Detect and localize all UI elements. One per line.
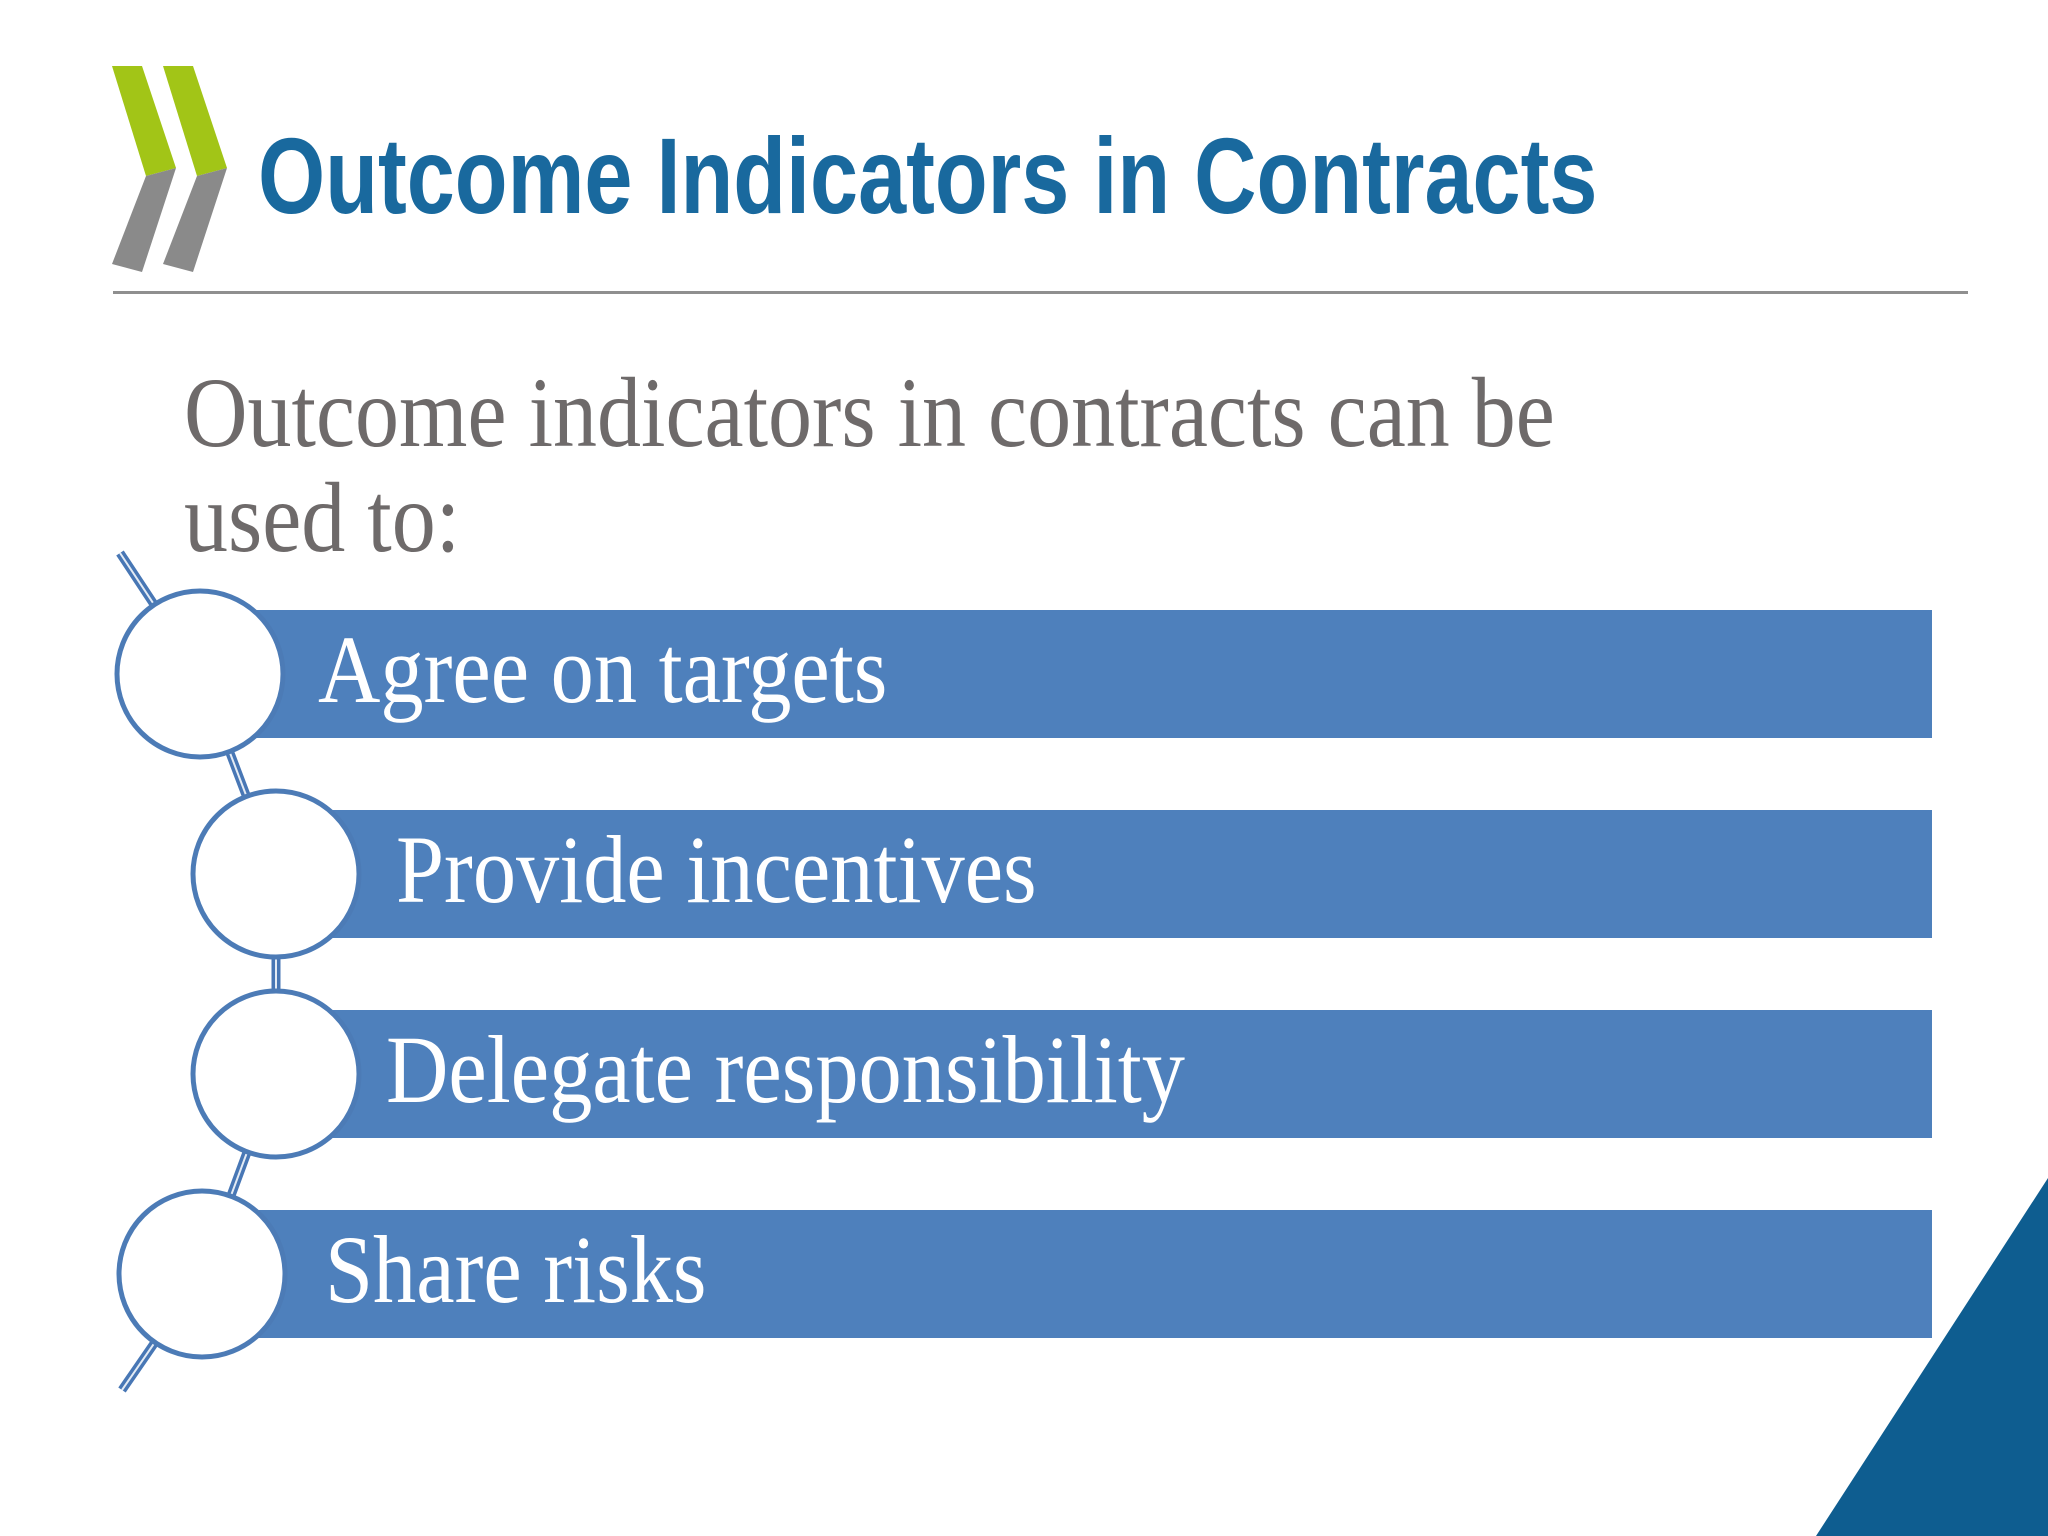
list-item-delegate-responsibility: Delegate responsibility [278, 1010, 1932, 1138]
page-title: Outcome Indicators in Contracts [258, 115, 1598, 236]
body-text: Outcome indicators in contracts can be u… [184, 360, 1555, 570]
list-item-provide-incentives: Provide incentives [278, 810, 1932, 938]
list-item-label: Delegate responsibility [386, 1015, 1185, 1123]
title-divider [113, 291, 1968, 294]
list-item-label: Agree on targets [318, 615, 888, 723]
list-item-label: Provide incentives [396, 815, 1037, 923]
list-item-share-risks: Share risks [200, 1210, 1932, 1338]
body-text-line-1: Outcome indicators in contracts can be [184, 357, 1555, 468]
list-item-label: Share risks [325, 1215, 707, 1323]
list-item-agree-on-targets: Agree on targets [200, 610, 1932, 738]
body-text-line-2: used to: [184, 462, 461, 573]
